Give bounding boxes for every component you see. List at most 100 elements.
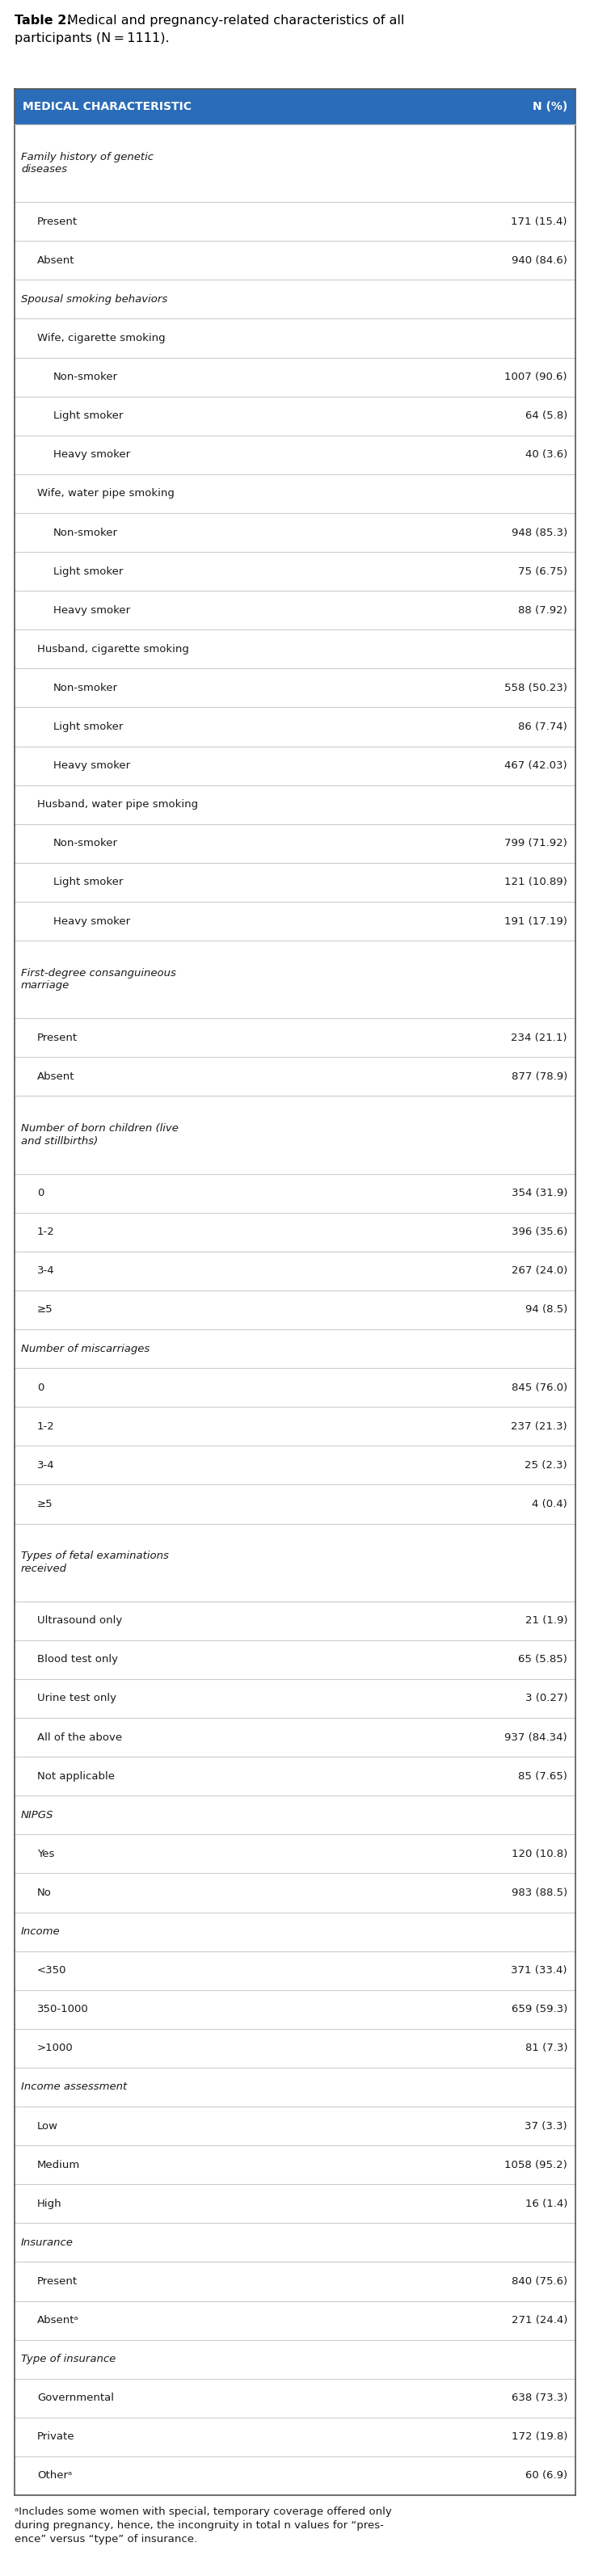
- Text: 371 (33.4): 371 (33.4): [511, 1965, 568, 1976]
- Text: ᵃIncludes some women with special, temporary coverage offered only
during pregna: ᵃIncludes some women with special, tempo…: [15, 2506, 392, 2545]
- Text: Type of insurance: Type of insurance: [21, 2354, 116, 2365]
- Text: Non-smoker: Non-smoker: [53, 837, 118, 848]
- Text: 350-1000: 350-1000: [37, 2004, 88, 2014]
- Text: Otherᵃ: Otherᵃ: [37, 2470, 72, 2481]
- Text: Present: Present: [37, 1033, 78, 1043]
- Text: Present: Present: [37, 2277, 78, 2287]
- Text: 1-2: 1-2: [37, 1226, 55, 1236]
- Text: 799 (71.92): 799 (71.92): [504, 837, 568, 848]
- Text: Heavy smoker: Heavy smoker: [53, 917, 130, 927]
- Text: 1007 (90.6): 1007 (90.6): [504, 371, 568, 381]
- Text: 86 (7.74): 86 (7.74): [518, 721, 568, 732]
- Text: Light smoker: Light smoker: [53, 410, 123, 420]
- Text: Light smoker: Light smoker: [53, 721, 123, 732]
- Text: No: No: [37, 1888, 52, 1899]
- Text: 983 (88.5): 983 (88.5): [512, 1888, 568, 1899]
- Text: Husband, water pipe smoking: Husband, water pipe smoking: [37, 799, 198, 809]
- Text: Spousal smoking behaviors: Spousal smoking behaviors: [21, 294, 168, 304]
- Text: Insurance: Insurance: [21, 2239, 73, 2249]
- Text: Governmental: Governmental: [37, 2393, 114, 2403]
- Text: Number of born children (live
and stillbirths): Number of born children (live and stillb…: [21, 1123, 179, 1146]
- Text: 659 (59.3): 659 (59.3): [512, 2004, 568, 2014]
- Text: 271 (24.4): 271 (24.4): [512, 2316, 568, 2326]
- Text: Private: Private: [37, 2432, 75, 2442]
- Bar: [15, 90, 575, 124]
- Text: Non-smoker: Non-smoker: [53, 683, 118, 693]
- Text: Heavy smoker: Heavy smoker: [53, 760, 130, 770]
- Text: Urine test only: Urine test only: [37, 1692, 116, 1703]
- Text: Not applicable: Not applicable: [37, 1770, 115, 1783]
- Text: Income: Income: [21, 1927, 60, 1937]
- Text: 234 (21.1): 234 (21.1): [511, 1033, 568, 1043]
- Text: Low: Low: [37, 2120, 58, 2130]
- Text: 0: 0: [37, 1383, 44, 1394]
- Text: Non-smoker: Non-smoker: [53, 528, 118, 538]
- Text: Heavy smoker: Heavy smoker: [53, 451, 130, 461]
- Text: ≥5: ≥5: [37, 1499, 53, 1510]
- Text: Income assessment: Income assessment: [21, 2081, 127, 2092]
- Text: 25 (2.3): 25 (2.3): [525, 1461, 568, 1471]
- Text: 171 (15.4): 171 (15.4): [511, 216, 568, 227]
- Text: 191 (17.19): 191 (17.19): [504, 917, 568, 927]
- Text: Absent: Absent: [37, 255, 75, 265]
- Text: 354 (31.9): 354 (31.9): [512, 1188, 568, 1198]
- Text: Yes: Yes: [37, 1850, 54, 1860]
- Text: 75 (6.75): 75 (6.75): [518, 567, 568, 577]
- Text: 64 (5.8): 64 (5.8): [525, 410, 568, 420]
- Text: Types of fetal examinations
received: Types of fetal examinations received: [21, 1551, 169, 1574]
- Text: 120 (10.8): 120 (10.8): [512, 1850, 568, 1860]
- Text: >1000: >1000: [37, 2043, 73, 2053]
- Text: 40 (3.6): 40 (3.6): [525, 451, 568, 461]
- Text: Family history of genetic
diseases: Family history of genetic diseases: [21, 152, 153, 175]
- Text: First-degree consanguineous
marriage: First-degree consanguineous marriage: [21, 969, 176, 992]
- Text: 948 (85.3): 948 (85.3): [512, 528, 568, 538]
- Text: 840 (75.6): 840 (75.6): [512, 2277, 568, 2287]
- Text: MEDICAL CHARACTERISTIC: MEDICAL CHARACTERISTIC: [22, 100, 192, 113]
- Text: participants (N = 1111).: participants (N = 1111).: [15, 33, 169, 44]
- Text: Non-smoker: Non-smoker: [53, 371, 118, 381]
- Text: 16 (1.4): 16 (1.4): [525, 2197, 568, 2210]
- Text: High: High: [37, 2197, 62, 2210]
- Text: 237 (21.3): 237 (21.3): [511, 1422, 568, 1432]
- Text: 940 (84.6): 940 (84.6): [512, 255, 568, 265]
- Text: 60 (6.9): 60 (6.9): [525, 2470, 568, 2481]
- Text: Light smoker: Light smoker: [53, 567, 123, 577]
- Text: 267 (24.0): 267 (24.0): [512, 1265, 568, 1275]
- Text: Ultrasound only: Ultrasound only: [37, 1615, 122, 1625]
- Text: 37 (3.3): 37 (3.3): [525, 2120, 568, 2130]
- Text: Present: Present: [37, 216, 78, 227]
- Text: 1-2: 1-2: [37, 1422, 55, 1432]
- Text: Number of miscarriages: Number of miscarriages: [21, 1345, 150, 1355]
- Text: Medical and pregnancy-related characteristics of all: Medical and pregnancy-related characteri…: [67, 15, 404, 26]
- Text: 3 (0.27): 3 (0.27): [525, 1692, 568, 1703]
- Text: 3-4: 3-4: [37, 1265, 55, 1275]
- Text: Husband, cigarette smoking: Husband, cigarette smoking: [37, 644, 189, 654]
- Text: Light smoker: Light smoker: [53, 876, 123, 889]
- Text: 937 (84.34): 937 (84.34): [504, 1731, 568, 1741]
- Text: NIPGS: NIPGS: [21, 1811, 54, 1821]
- Text: 467 (42.03): 467 (42.03): [504, 760, 568, 770]
- Text: 121 (10.89): 121 (10.89): [504, 876, 568, 889]
- Text: 1058 (95.2): 1058 (95.2): [504, 2159, 568, 2169]
- Text: N (%): N (%): [532, 100, 568, 113]
- Text: <350: <350: [37, 1965, 67, 1976]
- Text: 88 (7.92): 88 (7.92): [518, 605, 568, 616]
- Text: 0: 0: [37, 1188, 44, 1198]
- Text: 845 (76.0): 845 (76.0): [512, 1383, 568, 1394]
- Text: 3-4: 3-4: [37, 1461, 55, 1471]
- Text: Wife, cigarette smoking: Wife, cigarette smoking: [37, 332, 165, 343]
- Text: 638 (73.3): 638 (73.3): [512, 2393, 568, 2403]
- Text: 172 (19.8): 172 (19.8): [512, 2432, 568, 2442]
- Text: Table 2.: Table 2.: [15, 15, 71, 26]
- Text: Blood test only: Blood test only: [37, 1654, 118, 1664]
- Text: Heavy smoker: Heavy smoker: [53, 605, 130, 616]
- Text: Absentᵃ: Absentᵃ: [37, 2316, 79, 2326]
- Text: 558 (50.23): 558 (50.23): [504, 683, 568, 693]
- Text: 396 (35.6): 396 (35.6): [512, 1226, 568, 1236]
- Text: 4 (0.4): 4 (0.4): [532, 1499, 568, 1510]
- Text: 65 (5.85): 65 (5.85): [518, 1654, 568, 1664]
- Text: 94 (8.5): 94 (8.5): [525, 1303, 568, 1316]
- Text: 81 (7.3): 81 (7.3): [525, 2043, 568, 2053]
- Text: ≥5: ≥5: [37, 1303, 53, 1316]
- Text: 85 (7.65): 85 (7.65): [518, 1770, 568, 1783]
